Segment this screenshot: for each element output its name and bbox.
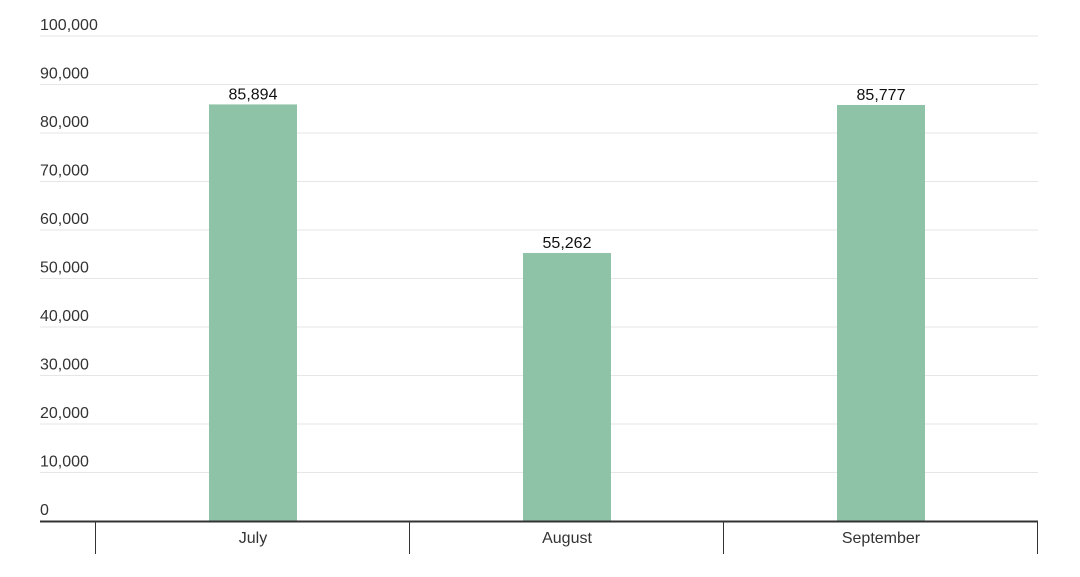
y-tick-label: 20,000 xyxy=(40,405,89,422)
y-tick-label: 70,000 xyxy=(40,163,89,180)
bar-value-label: 85,777 xyxy=(857,87,906,104)
y-tick-label: 10,000 xyxy=(40,454,89,471)
bar xyxy=(523,252,611,521)
bar-value-label: 85,894 xyxy=(229,86,278,103)
bar xyxy=(837,104,925,521)
bars xyxy=(209,104,925,522)
y-tick-label: 60,000 xyxy=(40,211,89,228)
bar xyxy=(209,104,297,522)
y-tick-label: 100,000 xyxy=(40,17,98,34)
bar-value-labels: 85,894 55,262 85,777 xyxy=(229,86,906,252)
y-axis-tick-labels: 0 10,000 20,000 30,000 40,000 50,000 60,000 70,… xyxy=(40,17,98,519)
y-tick-label: 40,000 xyxy=(40,308,89,325)
y-tick-label: 30,000 xyxy=(40,357,89,374)
y-tick-label: 50,000 xyxy=(40,260,89,277)
bar-value-label: 55,262 xyxy=(543,235,592,252)
y-tick-label: 80,000 xyxy=(40,114,89,131)
x-axis xyxy=(40,520,1038,554)
x-tick-label: July xyxy=(239,530,267,547)
x-axis-tick-labels: July August September xyxy=(239,530,921,547)
x-tick-label: September xyxy=(842,530,921,547)
x-tick-label: August xyxy=(542,530,592,547)
y-tick-label: 0 xyxy=(40,502,49,519)
y-tick-label: 90,000 xyxy=(40,66,89,83)
